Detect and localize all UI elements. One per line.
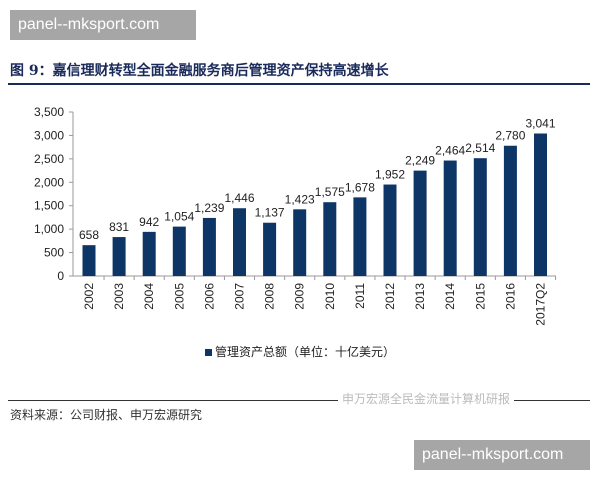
bar-2010: [323, 202, 337, 276]
data-label: 658: [79, 228, 99, 242]
data-label: 2,780: [495, 129, 525, 143]
watermark-bottom: panel--mksport.com: [414, 440, 590, 470]
data-label: 1,239: [194, 201, 224, 215]
data-label: 1,054: [164, 210, 194, 224]
bar-2007: [233, 208, 246, 276]
x-tick-label: 2011: [353, 283, 367, 309]
data-label: 2,249: [405, 154, 435, 168]
data-label: 1,575: [315, 185, 345, 199]
data-label: 1,446: [224, 191, 254, 205]
x-tick-label: 2017Q2: [534, 283, 548, 326]
source-note: 资料来源：公司财报、申万宏源研究: [10, 408, 203, 422]
x-tick-label: 2010: [323, 283, 337, 310]
legend: 管理资产总额（单位：十亿美元）: [0, 343, 600, 360]
data-label: 1,678: [345, 180, 375, 194]
bar-2006: [202, 217, 216, 276]
y-tick-label: 2,500: [34, 152, 64, 166]
y-tick-label: 0: [57, 269, 64, 283]
x-tick-label: 2009: [293, 283, 307, 310]
bar-2015: [473, 158, 487, 276]
y-tick-label: 1,500: [34, 199, 64, 213]
bar-2017Q2: [534, 133, 547, 276]
x-tick-label: 2005: [172, 283, 186, 310]
data-label: 2,514: [465, 141, 495, 155]
figure-title: 图 9：嘉信理财转型全面金融服务商后管理资产保持高速增长: [10, 63, 389, 79]
data-label: 942: [139, 215, 159, 229]
data-label: 1,423: [285, 192, 315, 206]
bar-2014: [443, 160, 457, 276]
y-tick-label: 3,500: [34, 105, 64, 119]
legend-label: 管理资产总额（单位：十亿美元）: [214, 345, 395, 359]
x-tick-label: 2016: [503, 283, 517, 310]
data-label: 831: [109, 220, 129, 234]
bar-2013: [413, 170, 427, 276]
x-tick-label: 2004: [142, 283, 156, 310]
x-tick-label: 2012: [383, 283, 397, 310]
bar-chart: 0 500 1,000 1,500 2,000 2,500 3,000 3,500 658 200…: [34, 105, 557, 326]
x-tick-label: 2006: [202, 283, 216, 310]
bar-2009: [293, 209, 307, 276]
watermark-top: panel--mksport.com: [10, 10, 196, 40]
y-tick-label: 2,000: [34, 175, 64, 189]
bar-2002: [82, 245, 96, 276]
bar-2003: [112, 237, 126, 276]
x-tick-label: 2008: [263, 283, 277, 310]
bar-2012: [383, 184, 397, 276]
y-tick-label: 3,000: [34, 128, 64, 142]
bar-2011: [353, 197, 367, 276]
footer-divider: [8, 400, 590, 401]
x-tick-label: 2007: [233, 283, 247, 310]
x-tick-label: 2003: [112, 283, 126, 310]
x-tick-label: 2015: [473, 283, 487, 310]
data-label: 1,952: [375, 168, 405, 182]
wechat-watermark: 申万宏源全民金流量计算机研报: [338, 390, 515, 407]
y-tick-label: 1,000: [34, 222, 64, 236]
x-tick-label: 2014: [443, 283, 457, 310]
data-label: 3,041: [525, 117, 555, 131]
bar-2008: [263, 222, 277, 276]
bar-2016: [503, 145, 517, 276]
bar-2005: [172, 226, 186, 276]
bar-2004: [142, 231, 156, 276]
legend-swatch: [204, 349, 212, 357]
x-tick-label: 2013: [413, 283, 427, 310]
y-tick-label: 500: [44, 246, 64, 260]
title-divider: [8, 83, 590, 85]
data-label: 1,137: [255, 206, 285, 220]
x-tick-label: 2002: [82, 283, 96, 310]
data-label: 2,464: [435, 144, 465, 158]
